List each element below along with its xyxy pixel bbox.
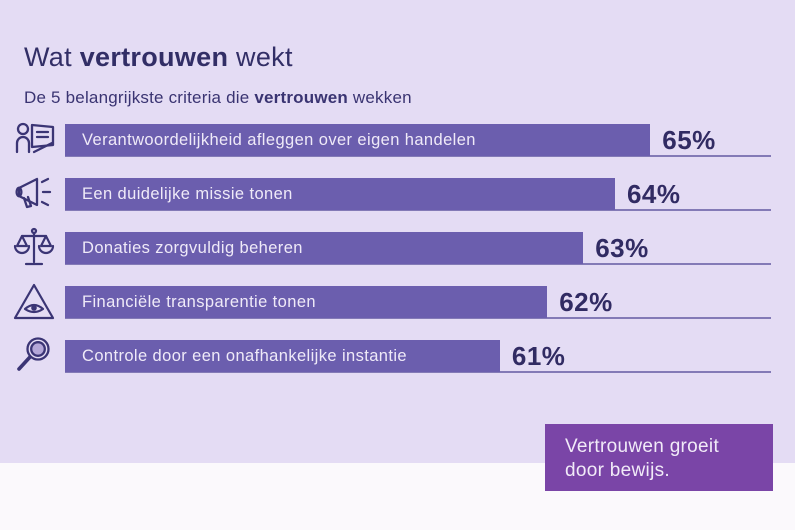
subtitle-suffix: wekken [347, 88, 412, 107]
bar-baseline [65, 371, 771, 373]
bar-fill: Verantwoordelijkheid afleggen over eigen… [65, 124, 651, 156]
eye-triangle-icon [12, 280, 56, 324]
bar-row-controle: Controle door een onafhankelijke instant… [17, 337, 771, 373]
scales-icon [12, 226, 56, 270]
bar-fill: Donaties zorgvuldig beheren [65, 232, 584, 264]
page-subtitle: De 5 belangrijkste criteria die vertrouw… [24, 88, 412, 108]
bar-fill: Een duidelijke missie tonen [65, 178, 615, 210]
callout-box: Vertrouwen groeit door bewijs. [545, 424, 773, 491]
page-title: Wat vertrouwen wekt [24, 42, 293, 73]
megaphone-icon [12, 172, 56, 216]
bar-label: Donaties zorgvuldig beheren [82, 238, 303, 257]
bar-label: Controle door een onafhankelijke instant… [82, 346, 408, 365]
bar-value: 61% [511, 341, 566, 371]
bar-label: Een duidelijke missie tonen [82, 184, 293, 203]
bar-row-verantwoordelijkheid: Verantwoordelijkheid afleggen over eigen… [15, 122, 771, 157]
bar-value: 63% [595, 233, 649, 263]
bar-row-missie: Een duidelijke missie tonen 64% [15, 177, 771, 211]
bar-value: 65% [662, 125, 716, 155]
bar-label: Verantwoordelijkheid afleggen over eigen… [82, 130, 476, 149]
callout-line-1: Vertrouwen groeit [565, 436, 720, 457]
bar-value: 64% [626, 179, 681, 209]
bar-fill: Controle door een onafhankelijke instant… [65, 340, 500, 372]
subtitle-prefix: De 5 belangrijkste criteria die [24, 88, 255, 107]
bar-baseline [65, 263, 771, 265]
bar-baseline [65, 209, 771, 211]
title-bold: vertrouwen [79, 42, 229, 73]
bar-baseline [65, 317, 771, 319]
bar-row-transparentie: Financiële transparentie tonen 62% [13, 283, 771, 320]
bar-value: 62% [559, 287, 613, 317]
magnifier-icon [12, 334, 56, 378]
bar-chart: Verantwoordelijkheid afleggen over eigen… [13, 122, 771, 394]
title-suffix: wekt [228, 42, 293, 73]
bar-fill: Financiële transparentie tonen [65, 286, 548, 318]
callout-line-2: door bewijs. [565, 460, 670, 481]
title-prefix: Wat [24, 42, 80, 73]
bar-label: Financiële transparentie tonen [82, 292, 316, 311]
bar-baseline [65, 155, 771, 157]
subtitle-bold: vertrouwen [254, 88, 348, 107]
person-presenting-icon [12, 118, 56, 162]
bar-row-donaties: Donaties zorgvuldig beheren 63% [13, 227, 771, 266]
